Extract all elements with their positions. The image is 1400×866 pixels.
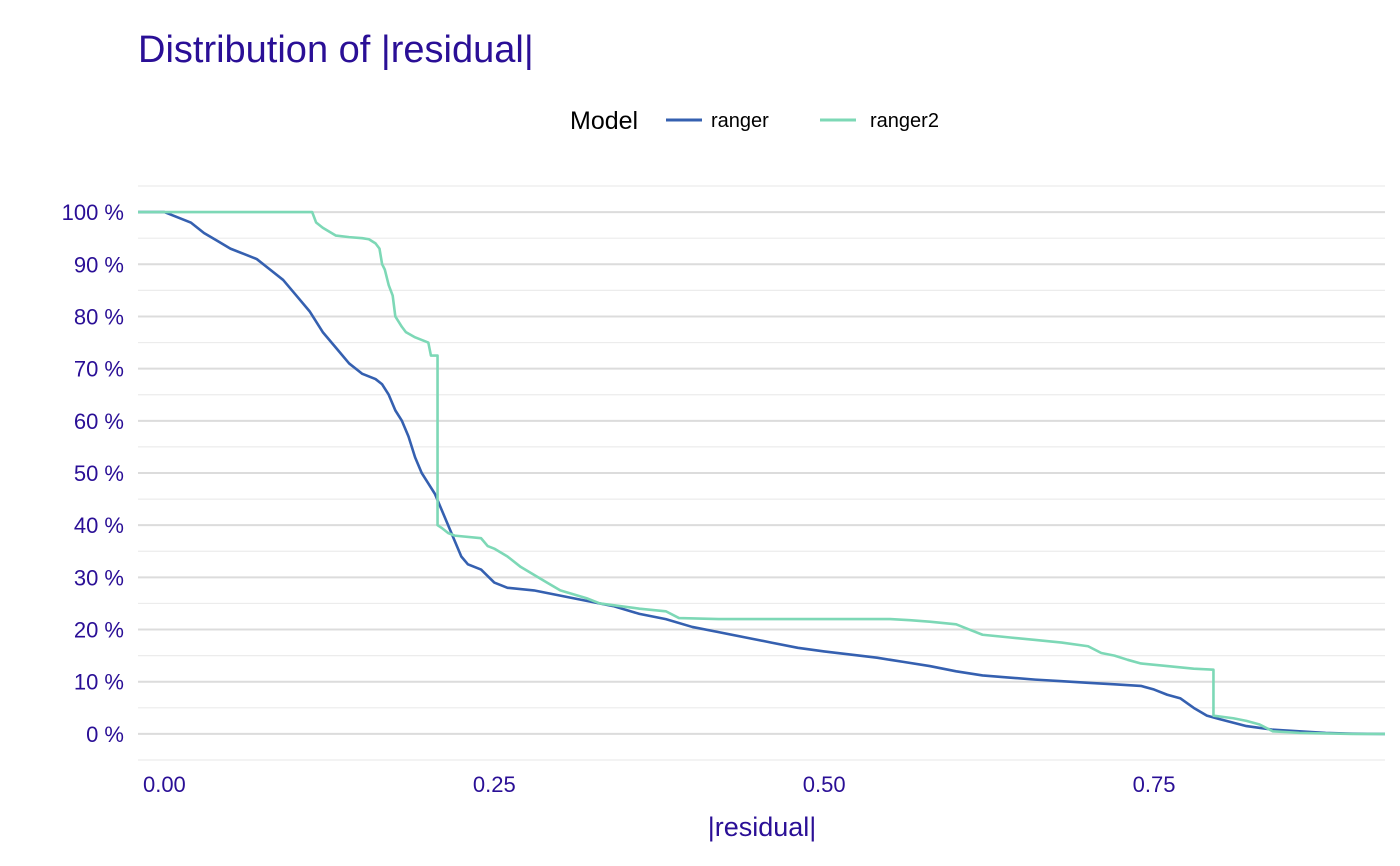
legend-label-ranger2: ranger2: [870, 110, 939, 132]
series-lines: [138, 210, 1386, 736]
y-tick-label: 100 %: [62, 200, 124, 225]
y-tick-label: 40 %: [74, 513, 124, 538]
grid: [138, 185, 1385, 761]
x-tick-label: 0.25: [473, 772, 516, 797]
y-axis: 0 % 10 % 20 % 30 % 40 % 50 % 60 % 70 % 80 % 90 % 1…: [62, 200, 124, 747]
y-tick-label: 60 %: [74, 409, 124, 434]
series-line-ranger: [138, 210, 1386, 736]
x-tick-label: 0.50: [803, 772, 846, 797]
x-tick-label: 0.00: [143, 772, 186, 797]
y-tick-label: 80 %: [74, 304, 124, 329]
y-tick-label: 50 %: [74, 461, 124, 486]
y-tick-label: 0 %: [86, 722, 124, 747]
legend-label-ranger: ranger: [711, 110, 769, 132]
legend-title: Model: [570, 107, 638, 135]
y-tick-label: 30 %: [74, 565, 124, 590]
y-tick-label: 70 %: [74, 357, 124, 382]
y-tick-label: 20 %: [74, 618, 124, 643]
legend: Model ranger ranger2: [570, 107, 939, 135]
y-tick-label: 90 %: [74, 252, 124, 277]
x-axis-title: |residual|: [708, 812, 817, 842]
x-tick-label: 0.75: [1133, 772, 1176, 797]
chart-title: Distribution of |residual|: [138, 29, 534, 71]
x-axis: 0.00 0.25 0.50 0.75: [143, 772, 1176, 797]
y-tick-label: 10 %: [74, 670, 124, 695]
series-line-ranger2: [138, 210, 1385, 736]
